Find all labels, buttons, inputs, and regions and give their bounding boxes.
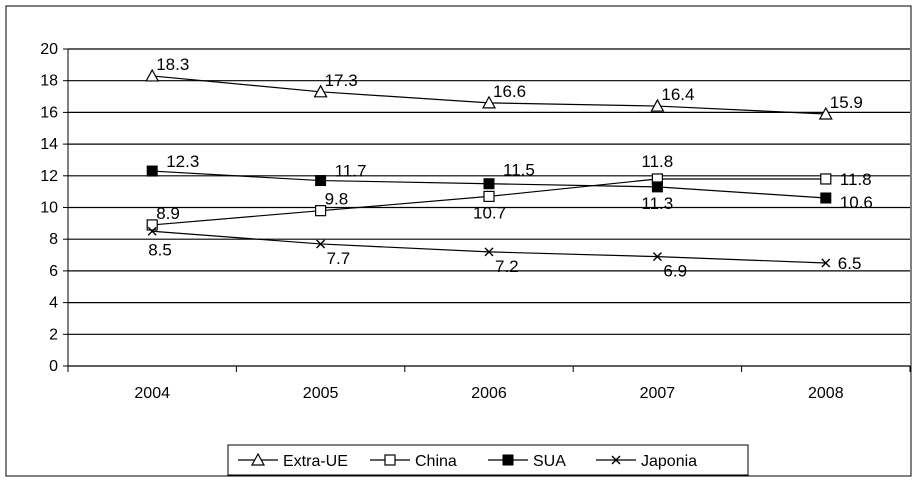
- y-tick-label: 16: [40, 104, 58, 121]
- grid-lines: [68, 48, 910, 367]
- data-point-japonia: [147, 226, 157, 236]
- y-tick-label: 12: [40, 168, 58, 185]
- data-point-extra-ue: [145, 68, 160, 82]
- data-label-china: 8.9: [156, 204, 180, 223]
- data-point-china: [483, 190, 495, 203]
- y-tick-label: 0: [49, 358, 58, 375]
- data-label-sua: 12.3: [166, 152, 199, 171]
- chart-border: [5, 5, 912, 477]
- legend-marker-extra-ue: [250, 452, 266, 466]
- x-tick-label: 2006: [471, 385, 507, 402]
- data-point-extra-ue: [313, 84, 328, 98]
- x-marker-stroke: [611, 455, 621, 465]
- data-label-china: 11.8: [840, 170, 872, 189]
- x-marker-stroke: [821, 258, 831, 268]
- x-tick-label: 2007: [640, 385, 676, 402]
- data-point-sua: [146, 165, 158, 177]
- data-point-japonia: [316, 239, 326, 249]
- data-label-japonia: 6.9: [663, 262, 687, 281]
- data-label-china: 11.8: [641, 152, 673, 171]
- data-point-extra-ue: [650, 98, 665, 112]
- data-label-extra-ue: 16.6: [493, 82, 526, 101]
- data-point-japonia: [484, 247, 494, 257]
- y-tick-label: 6: [49, 263, 58, 280]
- data-label-sua: 11.5: [503, 161, 535, 180]
- data-point-china: [146, 219, 158, 231]
- x-tick-label: 2008: [808, 385, 844, 402]
- y-tick-label: 18: [40, 73, 58, 90]
- data-label-sua: 11.7: [335, 162, 367, 181]
- data-point-sua: [651, 181, 663, 193]
- data-labels: 18.3 17.3 16.6 16.4 15.9 8.9 9.8 10.7 11.8 11.8 12…: [148, 55, 873, 281]
- data-label-china: 10.7: [473, 203, 506, 222]
- data-label-china: 9.8: [325, 190, 349, 209]
- data-label-extra-ue: 18.3: [156, 55, 189, 74]
- data-point-japonia: [652, 252, 662, 262]
- data-label-japonia: 8.5: [148, 240, 172, 259]
- data-point-extra-ue: [818, 106, 833, 120]
- x-tick-label: 2004: [134, 385, 170, 402]
- x-marker-stroke: [316, 239, 326, 249]
- legend-label-china: China: [415, 453, 457, 470]
- data-label-sua: 11.3: [641, 194, 673, 213]
- legend: Extra-UE China SUA Japonia: [227, 444, 749, 476]
- data-label-japonia: 7.2: [495, 257, 519, 276]
- data-point-sua: [483, 178, 495, 190]
- y-tick-label: 4: [49, 295, 58, 312]
- series-lines: [145, 68, 833, 268]
- y-tick-label: 20: [40, 41, 58, 58]
- data-point-sua: [315, 175, 327, 187]
- data-label-japonia: 7.7: [327, 249, 351, 268]
- x-tick-label: 2005: [303, 385, 339, 402]
- legend-marker-sua: [502, 454, 514, 466]
- data-point-extra-ue: [481, 95, 497, 109]
- legend-marker-japonia: [611, 455, 621, 465]
- x-marker-stroke: [652, 252, 662, 262]
- data-label-extra-ue: 16.4: [661, 85, 694, 104]
- legend-marker-china: [384, 454, 396, 466]
- data-point-china: [820, 173, 832, 185]
- data-point-japonia: [821, 258, 831, 268]
- data-point-sua: [820, 192, 832, 204]
- data-label-extra-ue: 15.9: [830, 93, 863, 112]
- legend-label-extra-ue: Extra-UE: [283, 453, 348, 470]
- y-tick-label: 10: [40, 200, 58, 217]
- data-label-extra-ue: 17.3: [325, 71, 358, 90]
- legend-label-japonia: Japonia: [641, 453, 697, 470]
- data-label-sua: 10.6: [840, 193, 873, 212]
- y-tick-label: 2: [49, 326, 58, 343]
- axes: 0 2 4 6 8 10 12 14 16 18 20 2004 2005 2006 2007 2008: [40, 41, 911, 402]
- data-point-china: [315, 205, 327, 217]
- x-marker-stroke: [484, 247, 494, 257]
- y-tick-label: 14: [40, 136, 58, 153]
- legend-label-sua: SUA: [533, 453, 566, 470]
- data-label-japonia: 6.5: [838, 254, 862, 273]
- y-tick-label: 8: [49, 231, 58, 248]
- x-marker-stroke: [147, 226, 157, 236]
